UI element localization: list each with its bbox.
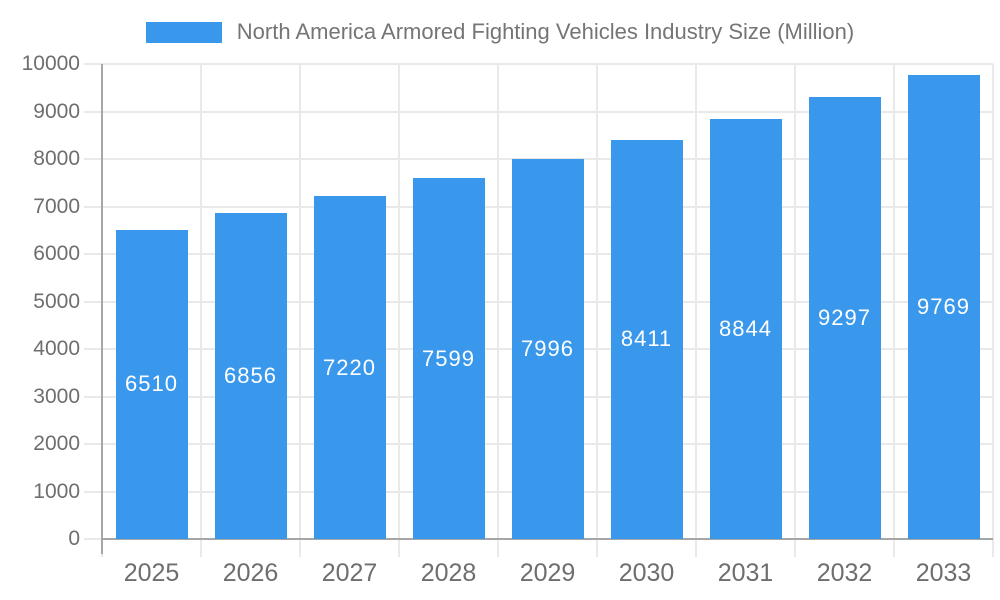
x-tick-label: 2030: [618, 559, 675, 587]
y-tick-label: 6000: [33, 242, 80, 265]
bar-value-label: 9769: [917, 294, 970, 319]
y-tick-label: 7000: [33, 195, 80, 218]
gridline-horizontal: [84, 111, 993, 113]
gridline-vertical: [794, 64, 796, 557]
bar-value-label: 9297: [818, 305, 871, 331]
bar-value-label: 6510: [125, 371, 178, 397]
bar-2033[interactable]: [907, 75, 980, 539]
bar-2025[interactable]: [115, 229, 188, 539]
gridline-vertical: [893, 64, 895, 557]
legend-label: North America Armored Fighting Vehicles …: [236, 19, 855, 44]
legend[interactable]: North America Armored Fighting Vehicles …: [0, 17, 1000, 47]
gridline-vertical: [398, 64, 400, 557]
x-tick-label: 2025: [123, 559, 180, 587]
gridline-vertical: [299, 64, 301, 557]
bar-value-label: 7220: [323, 354, 376, 380]
y-tick-label: 1000: [33, 480, 80, 503]
bar-2026[interactable]: [214, 213, 287, 539]
legend-swatch: [145, 21, 222, 43]
bar-value-label: 6856: [224, 363, 277, 389]
x-tick-label: 2029: [519, 559, 576, 587]
x-tick-label: 2031: [717, 559, 774, 587]
y-tick-label: 10000: [21, 52, 80, 75]
bar-2032[interactable]: [808, 97, 881, 539]
y-tick-label: 5000: [33, 290, 80, 313]
x-tick-label: 2026: [222, 559, 279, 587]
y-tick-label: 9000: [33, 100, 80, 123]
gridline-vertical: [596, 64, 598, 557]
bar-2031[interactable]: [709, 118, 782, 539]
bar-value-label: 7599: [422, 345, 475, 371]
y-axis-line: [101, 64, 103, 554]
x-tick-label: 2032: [816, 559, 873, 587]
x-tick-label: 2027: [321, 559, 378, 587]
x-axis-line: [101, 538, 993, 540]
y-tick-label: 8000: [33, 147, 80, 170]
bar-value-label: 7996: [521, 336, 574, 362]
y-tick-label: 0: [68, 527, 80, 550]
gridline-horizontal: [84, 63, 993, 65]
gridline-vertical: [497, 64, 499, 557]
gridline-horizontal: [84, 158, 993, 160]
x-tick-label: 2028: [420, 559, 477, 587]
bar-2028[interactable]: [412, 178, 485, 539]
bar-2030[interactable]: [610, 139, 683, 539]
y-tick-label: 4000: [33, 337, 80, 360]
gridline-vertical: [992, 64, 994, 557]
bar-2029[interactable]: [511, 159, 584, 539]
y-tick-label: 2000: [33, 432, 80, 455]
gridline-vertical: [695, 64, 697, 557]
gridline-vertical: [200, 64, 202, 557]
bar-2027[interactable]: [313, 196, 386, 539]
x-tick-label: 2033: [915, 559, 972, 587]
bar-value-label: 8411: [620, 326, 673, 352]
y-tick-label: 3000: [33, 385, 80, 408]
bar-value-label: 8844: [719, 316, 772, 341]
